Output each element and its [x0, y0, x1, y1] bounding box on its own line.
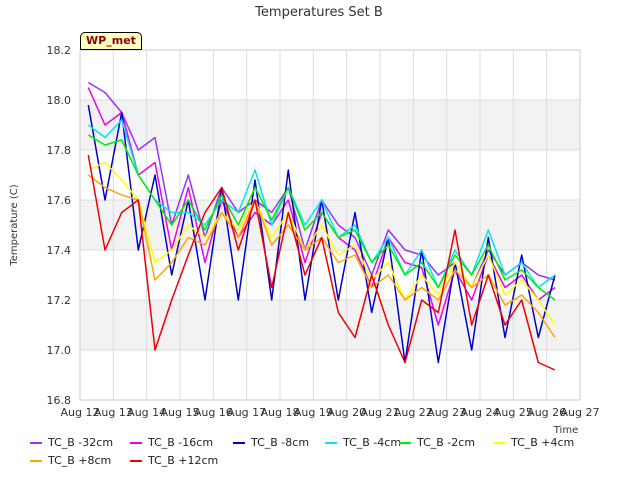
legend-label: TC_B -32cm — [48, 436, 114, 449]
legend-item: TC_B -16cm — [130, 436, 213, 449]
x-tick-label: Aug 20 — [327, 406, 366, 419]
x-tick-label: Aug 13 — [94, 406, 133, 419]
y-tick-label: 17.2 — [47, 294, 72, 307]
x-tick-label: Aug 12 — [61, 406, 100, 419]
series-layer — [87, 81, 556, 371]
plot-bands — [80, 50, 580, 400]
y-tick-label: 17.4 — [47, 244, 72, 257]
legend-label: TC_B -2cm — [417, 436, 476, 449]
y-axis-ticks: 16.8 17.0 17.2 17.4 17.6 17.8 18.0 18.2 — [47, 44, 72, 407]
legend-label: TC_B +12cm — [148, 454, 219, 467]
plot-frame — [79, 49, 581, 401]
plot-band — [80, 50, 580, 100]
legend-swatch — [30, 441, 42, 444]
legend-swatch — [130, 459, 142, 462]
series-line — [87, 119, 556, 289]
legend-label: TC_B -4cm — [343, 436, 402, 449]
x-tick-label: Aug 26 — [527, 406, 566, 419]
y-tick-label: 17.8 — [47, 144, 72, 157]
legend-swatch — [130, 441, 142, 444]
x-tick-label: Aug 27 — [561, 406, 600, 419]
x-tick-label: Aug 14 — [127, 406, 166, 419]
x-tick-label: Aug 23 — [427, 406, 466, 419]
x-tick-label: Aug 15 — [161, 406, 200, 419]
x-tick-label: Aug 21 — [361, 406, 400, 419]
series-line — [87, 134, 556, 301]
plot-band — [80, 150, 580, 200]
x-tick-label: Aug 17 — [227, 406, 266, 419]
legend-item: TC_B +12cm — [130, 454, 218, 467]
series-line — [87, 154, 556, 371]
legend-item: TC_B +4cm — [493, 436, 574, 449]
y-tick-label: 17.6 — [47, 194, 72, 207]
legend-swatch — [493, 441, 505, 444]
legend-swatch — [233, 441, 245, 444]
y-tick-label: 18.2 — [47, 44, 72, 57]
x-tick-label: Aug 19 — [294, 406, 333, 419]
y-tick-label: 18.0 — [47, 94, 72, 107]
x-tick-label: Aug 16 — [194, 406, 233, 419]
legend-swatch — [399, 441, 411, 444]
y-tick-label: 16.8 — [47, 394, 72, 407]
legend-item: TC_B -4cm — [325, 436, 401, 449]
legend-item: TC_B -2cm — [399, 436, 475, 449]
chart-title: Temperatures Set B — [254, 5, 383, 20]
x-tick-label: Aug 18 — [261, 406, 300, 419]
x-tick-label: Aug 24 — [461, 406, 500, 419]
legend-label: TC_B -8cm — [251, 436, 310, 449]
x-axis-label: Time — [553, 425, 578, 436]
legend-item: TC_B -32cm — [30, 436, 113, 449]
y-tick-label: 17.0 — [47, 344, 72, 357]
legend-label: TC_B -16cm — [148, 436, 214, 449]
y-axis-label: Temperature (C) — [9, 184, 20, 266]
x-tick-label: Aug 22 — [394, 406, 433, 419]
legend-label: TC_B +8cm — [48, 454, 112, 467]
station-badge: WP_met — [80, 32, 142, 50]
series-line — [87, 161, 556, 326]
legend-swatch — [30, 459, 42, 462]
x-tick-label: Aug 25 — [494, 406, 533, 419]
legend-item: TC_B -8cm — [233, 436, 309, 449]
plot-band — [80, 350, 580, 400]
legend-label: TC_B +4cm — [511, 436, 575, 449]
plot-band — [80, 100, 580, 150]
legend-item: TC_B +8cm — [30, 454, 111, 467]
legend-swatch — [325, 441, 337, 444]
